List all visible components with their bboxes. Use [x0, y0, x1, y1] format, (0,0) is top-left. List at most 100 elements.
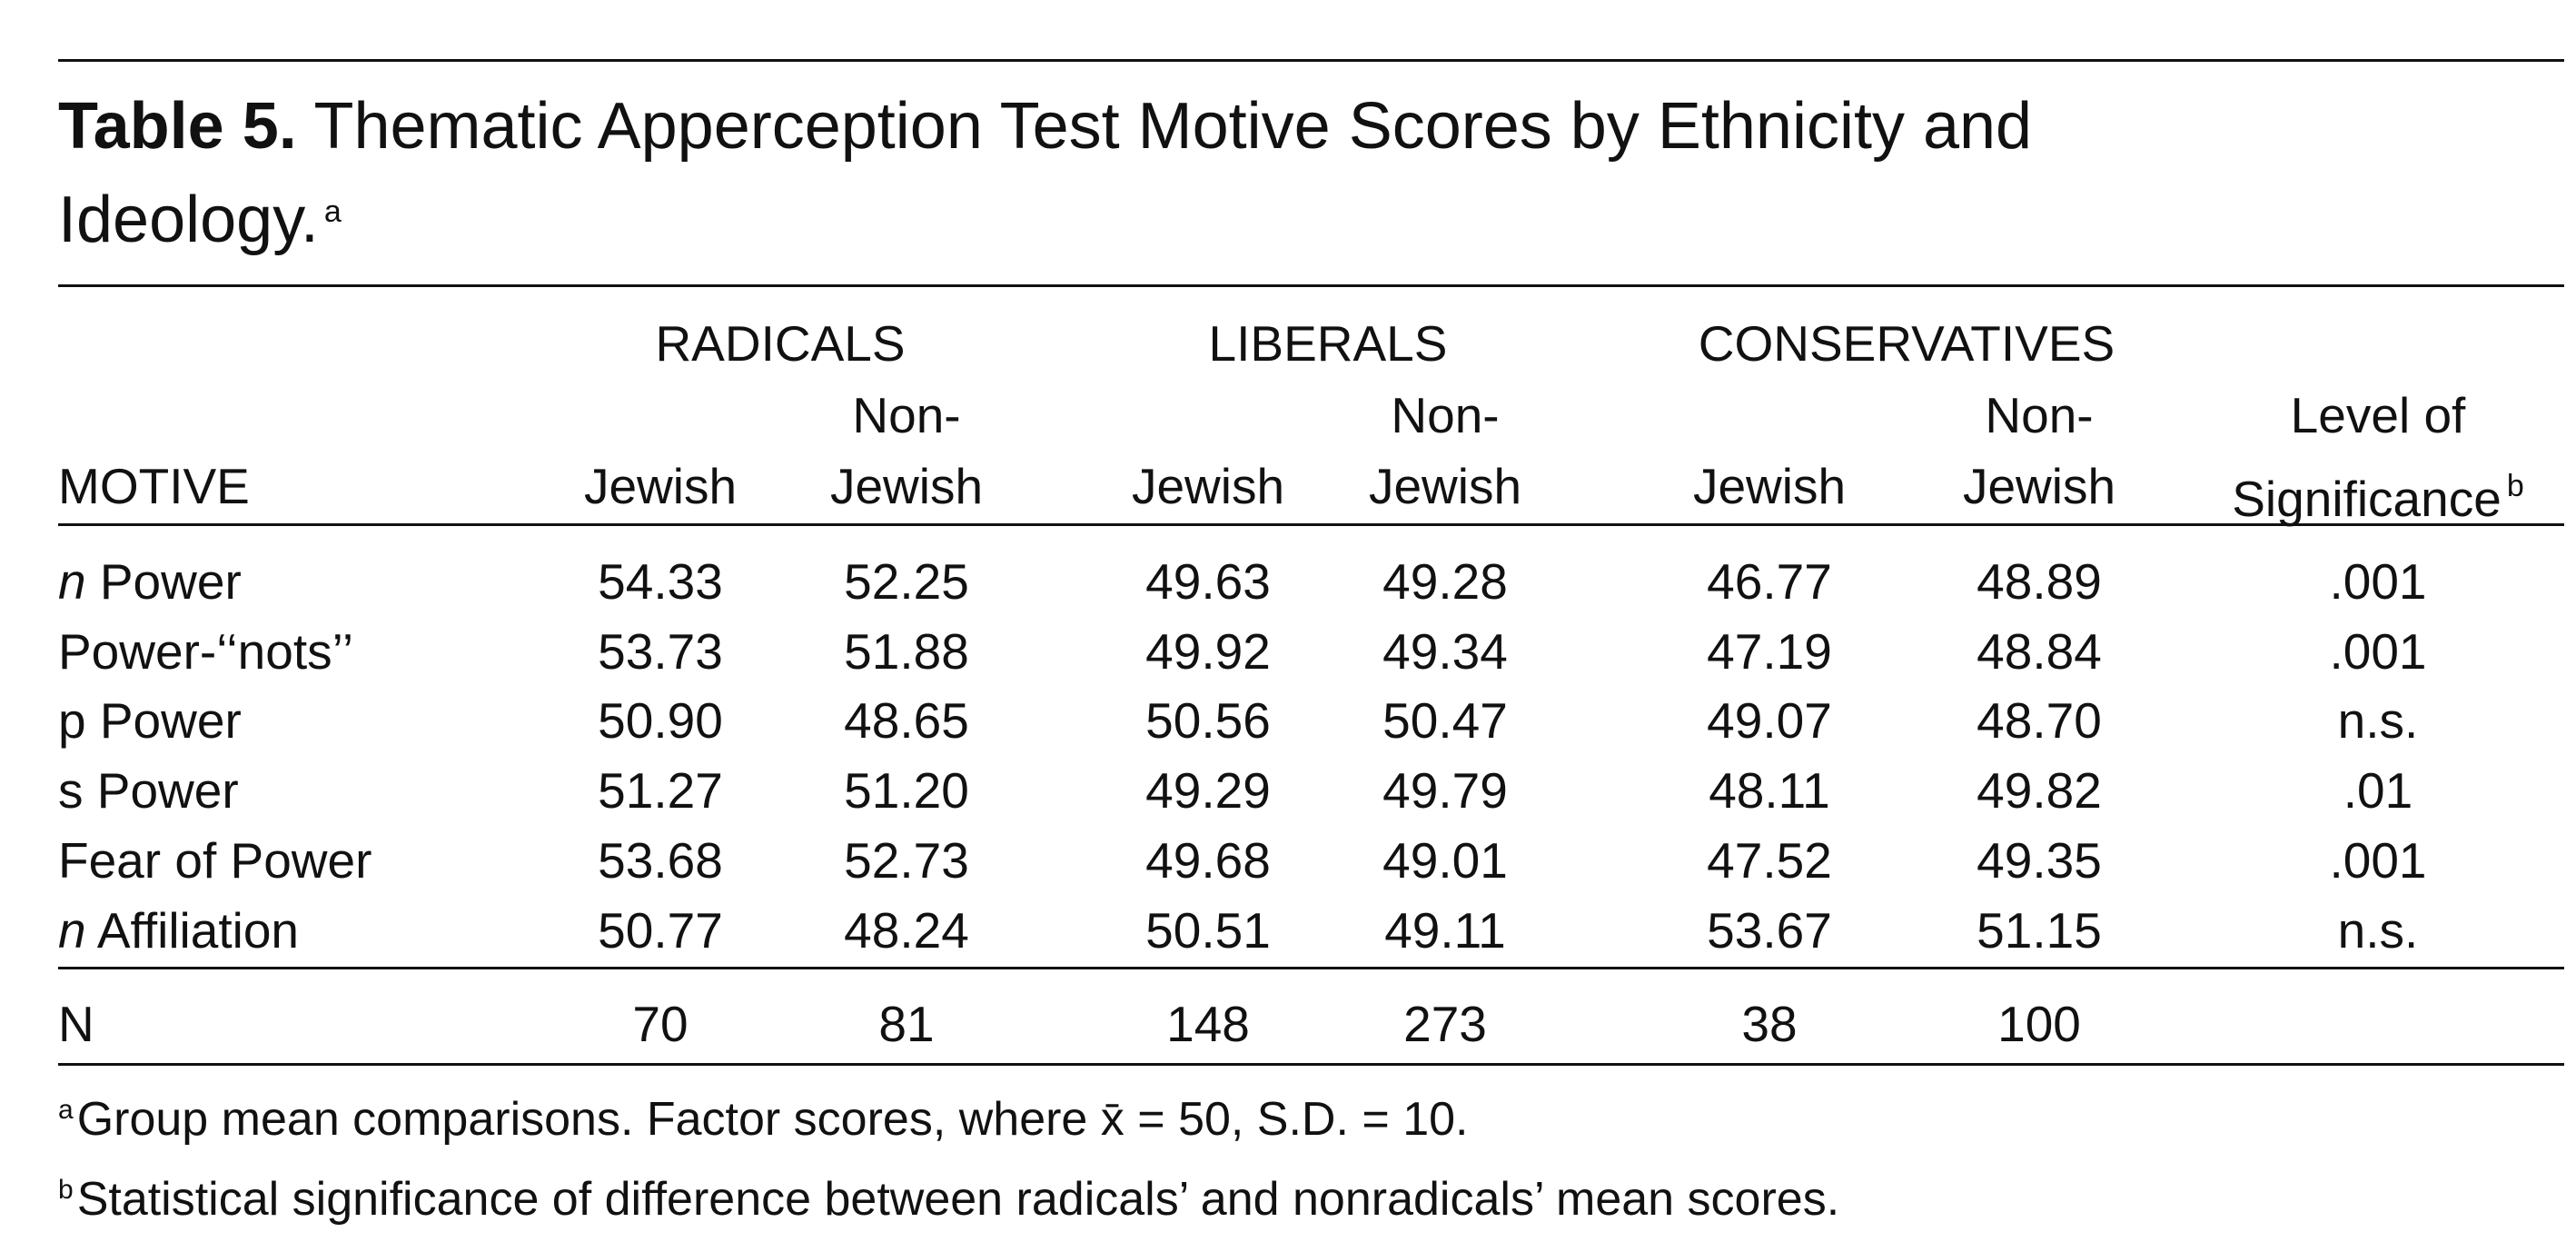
cell: 273	[1403, 996, 1487, 1052]
cell: 51.15	[1977, 901, 2102, 959]
label-prefix: n	[58, 553, 86, 610]
header-line: Jewish	[1368, 458, 1522, 514]
cell: 46.77	[1707, 553, 1832, 610]
column-header: Level of	[2291, 386, 2466, 444]
group-header: LIBERALS	[1208, 315, 1448, 372]
cell: 49.34	[1382, 622, 1508, 680]
cell: 48.89	[1977, 553, 2102, 610]
cell: 50.90	[598, 692, 723, 750]
cell: 49.92	[1145, 622, 1271, 680]
label-prefix: n	[58, 901, 86, 959]
cell: 50.47	[1382, 692, 1508, 750]
cell: 49.68	[1145, 831, 1271, 889]
cell: 51.88	[844, 622, 969, 680]
note-mark: a	[323, 194, 342, 229]
column-header: Non-	[852, 386, 960, 444]
header-line: Jewish	[583, 458, 738, 514]
footnote-text: Statistical significance of difference b…	[76, 1173, 1840, 1226]
cell: 53.68	[598, 831, 723, 889]
cell: 50.77	[598, 901, 723, 959]
header-line: Significance	[2232, 471, 2502, 527]
cell: 49.07	[1707, 692, 1832, 750]
label-text: Power	[99, 553, 242, 610]
cell: 48.65	[844, 692, 969, 750]
caption-text: Thematic Apperception Test Motive Scores…	[58, 90, 2033, 256]
group-header: RADICALS	[655, 315, 906, 372]
row-label: p Power	[58, 691, 242, 750]
cell: 51.20	[844, 762, 969, 820]
rule	[58, 59, 2564, 62]
cell: .001	[2329, 831, 2427, 889]
cell: 53.67	[1707, 901, 1832, 959]
column-header: Non-	[1391, 386, 1499, 444]
rule	[58, 1063, 2564, 1066]
caption-label: Table 5.	[58, 90, 297, 163]
cell: 52.73	[844, 831, 969, 889]
footnote: bStatistical significance of difference …	[58, 1161, 1839, 1228]
label-text: p Power	[58, 692, 242, 750]
cell: .01	[2343, 762, 2413, 820]
header-line: Jewish	[1131, 458, 1285, 514]
cell: 148	[1166, 996, 1250, 1052]
cell: 48.84	[1977, 622, 2102, 680]
column-header: Jewish	[1963, 457, 2115, 515]
header-line: Level of	[2290, 387, 2466, 443]
column-header: Jewish	[830, 457, 983, 515]
cell: 49.63	[1145, 553, 1271, 610]
label-text: Fear of Power	[58, 831, 372, 889]
cell: 48.70	[1977, 692, 2102, 750]
cell: 53.73	[598, 622, 723, 680]
cell: 81	[878, 996, 935, 1052]
note-mark: b	[58, 1175, 74, 1205]
footnote: aGroup mean comparisons. Factor scores, …	[58, 1081, 1468, 1148]
label-text: Power-‘‘nots’’	[58, 622, 354, 680]
cell: 49.82	[1977, 762, 2102, 820]
header-line: Non-	[852, 387, 961, 443]
cell: 52.25	[844, 553, 969, 610]
column-header: Jewish	[1132, 457, 1284, 515]
column-header: Jewish	[1693, 457, 1846, 515]
column-header: Jewish	[584, 457, 737, 515]
cell: 51.27	[598, 762, 723, 820]
label-text: Affiliation	[96, 901, 300, 959]
cell: 38	[1741, 996, 1798, 1052]
cell: 50.56	[1145, 692, 1271, 750]
column-header: Significance b	[2232, 457, 2524, 528]
cell: 70	[632, 996, 689, 1052]
header-line: Non-	[1391, 387, 1500, 443]
group-header: CONSERVATIVES	[1698, 315, 2115, 372]
header-line: Non-	[1985, 387, 2094, 443]
cell: 54.33	[598, 553, 723, 610]
footnote-text: Group mean comparisons. Factor scores, w…	[76, 1093, 1469, 1146]
cell: 49.79	[1382, 762, 1508, 820]
cell: 50.51	[1145, 901, 1271, 959]
cell: 100	[1997, 996, 2081, 1052]
cell: 49.11	[1384, 901, 1506, 959]
cell: 49.35	[1977, 831, 2102, 889]
column-header: Jewish	[1369, 457, 1521, 515]
rule	[58, 967, 2564, 969]
row-label: Power-‘‘nots’’	[58, 622, 353, 681]
label-text: s Power	[58, 762, 239, 820]
cell: n.s.	[2337, 901, 2419, 959]
note-mark: b	[2506, 469, 2524, 503]
column-header: MOTIVE	[58, 458, 250, 514]
rule	[58, 523, 2564, 526]
row-label: Fear of Power	[58, 831, 372, 889]
cell: 49.28	[1382, 553, 1508, 610]
cell: .001	[2329, 622, 2427, 680]
cell: n.s.	[2337, 692, 2419, 750]
header-line: Jewish	[829, 458, 984, 514]
cell: 48.24	[844, 901, 969, 959]
rule	[58, 284, 2564, 287]
header-line: Jewish	[1962, 458, 2116, 514]
cell: 48.11	[1709, 762, 1830, 820]
cell: 47.52	[1707, 831, 1832, 889]
row-label: n Affiliation	[58, 901, 299, 959]
cell: 47.19	[1707, 622, 1832, 680]
row-label: s Power	[58, 761, 239, 820]
column-header: Non-	[1985, 386, 2093, 444]
row-label: n Power	[58, 552, 242, 611]
row-label: N	[58, 996, 94, 1052]
